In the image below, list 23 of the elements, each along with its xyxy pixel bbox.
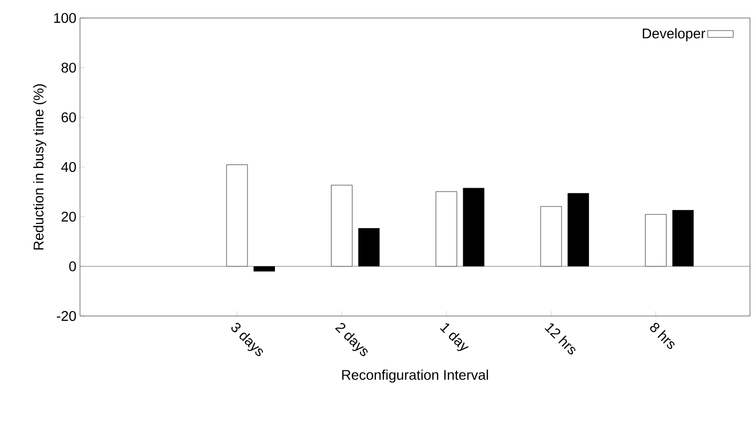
- y-axis-title: Reduction in busy time (%): [33, 84, 46, 250]
- y-tick-label: -20: [56, 311, 76, 321]
- legend-label: Developer: [642, 28, 706, 42]
- bar: [436, 191, 458, 267]
- y-tick-label: 40: [61, 162, 76, 172]
- bar: [672, 210, 694, 267]
- y-tick-label: 100: [54, 13, 76, 23]
- bar: [645, 214, 666, 267]
- bar: [226, 164, 248, 267]
- bar: [568, 193, 589, 267]
- bar: [254, 266, 275, 272]
- bar: [331, 184, 352, 267]
- bar: [462, 188, 484, 267]
- bar: [358, 228, 380, 267]
- x-axis-title: Reconfiguration Interval: [342, 370, 488, 383]
- x-tick-label: 12 hrs: [544, 323, 576, 354]
- y-tick-label: 60: [62, 112, 76, 122]
- x-tick-label: 8 hrs: [650, 322, 675, 349]
- y-tick-label: 80: [62, 62, 76, 73]
- bar: [540, 206, 562, 267]
- y-tick-label: 0: [69, 261, 76, 272]
- x-tick-label: 1 day: [440, 323, 469, 352]
- y-tick-label: 20: [62, 212, 76, 222]
